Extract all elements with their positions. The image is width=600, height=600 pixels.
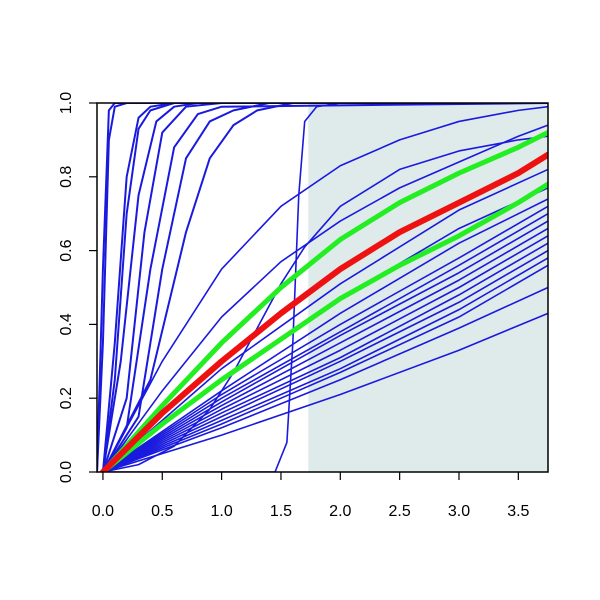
curve-sigmoid-mid-0 bbox=[102, 135, 548, 472]
curve-fast-rise-6 bbox=[101, 103, 548, 472]
curve-step-jump-0 bbox=[102, 103, 548, 472]
curve-fast-rise-1 bbox=[101, 103, 548, 472]
curve-upper-concave-1 bbox=[102, 124, 548, 472]
x-tick-label: 2.5 bbox=[389, 503, 411, 520]
curve-upper-concave-0 bbox=[102, 105, 548, 472]
curve-mid-band-5 bbox=[102, 220, 548, 472]
y-tick-label: 1.0 bbox=[58, 92, 75, 114]
curve-mid-band-0 bbox=[102, 168, 548, 472]
curve-steep-sigmoid-1 bbox=[97, 103, 548, 472]
curve-mean-0 bbox=[99, 151, 548, 472]
x-tick-label: 2.0 bbox=[329, 503, 351, 520]
curve-mid-band-4 bbox=[102, 212, 548, 472]
shaded-region-layer bbox=[308, 103, 548, 472]
x-tick-label: 3.0 bbox=[448, 503, 470, 520]
curve-fast-rise-3 bbox=[101, 103, 548, 472]
shaded-region bbox=[308, 103, 548, 472]
x-tick-label: 0.0 bbox=[92, 503, 114, 520]
y-tick-label: 0.4 bbox=[58, 313, 75, 335]
curve-lower-bound-0 bbox=[100, 181, 548, 472]
curve-mid-band-3 bbox=[102, 205, 548, 472]
curve-fast-rise-2 bbox=[101, 103, 548, 472]
x-tick-label: 1.5 bbox=[270, 503, 292, 520]
y-tick-label: 0.8 bbox=[58, 166, 75, 188]
curve-fast-rise-0 bbox=[101, 103, 548, 472]
curve-low-lines-1 bbox=[102, 312, 548, 472]
curve-steep-sigmoid-0 bbox=[97, 103, 548, 472]
y-tick-label: 0.0 bbox=[58, 461, 75, 483]
curve-mid-band-8 bbox=[102, 242, 548, 472]
curve-mid-band-7 bbox=[102, 235, 548, 472]
x-tick-label: 0.5 bbox=[151, 503, 173, 520]
curve-mid-band-6 bbox=[102, 227, 548, 472]
y-tick-label: 0.6 bbox=[58, 239, 75, 261]
curve-mid-band-9 bbox=[102, 249, 548, 472]
curve-upper-bound-0 bbox=[100, 130, 548, 472]
curve-mid-band-11 bbox=[102, 264, 548, 472]
plot-frame bbox=[96, 102, 549, 473]
curve-fast-rise-5 bbox=[101, 103, 548, 472]
curves-layer bbox=[97, 103, 548, 472]
axes-layer: 0.0 0.5 1.0 1.5 2.0 2.5 3.0 3.5 0.0 0.2 0.4 0.6 0.8 1… bbox=[58, 92, 549, 520]
x-tick-label: 1.0 bbox=[210, 503, 232, 520]
curve-mid-band-2 bbox=[102, 198, 548, 472]
curve-low-lines-0 bbox=[102, 286, 548, 472]
y-tick-label: 0.2 bbox=[58, 387, 75, 409]
x-tick-label: 3.5 bbox=[507, 503, 529, 520]
